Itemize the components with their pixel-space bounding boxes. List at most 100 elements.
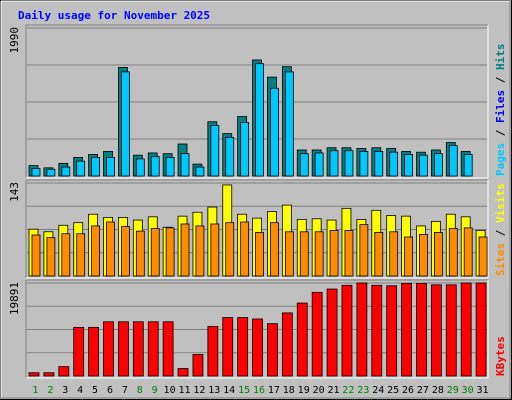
legend-entry: Hits — [494, 44, 507, 71]
bar-hits-files — [61, 166, 71, 177]
day-label: 25 — [387, 385, 399, 396]
bar-visits-sites — [314, 231, 324, 277]
legend-entry: / — [494, 223, 507, 243]
y-max-label: 143 — [8, 182, 21, 202]
day-label: 4 — [77, 385, 83, 396]
bar-visits-sites — [433, 232, 443, 277]
bar-hits-files — [195, 166, 205, 177]
bar-hits-files — [374, 151, 384, 177]
bar-kbytes-kbytes — [252, 318, 263, 377]
chart-panels: 1990 Pages / Files / Hits 143 Sites / Visit… — [8, 24, 507, 379]
bar-kbytes-kbytes — [386, 285, 398, 377]
bar-visits-sites — [165, 227, 175, 277]
bar-kbytes-kbytes — [311, 291, 323, 377]
bar-kbytes-kbytes — [88, 326, 100, 377]
bar-visits-sites — [91, 225, 101, 277]
day-label: 6 — [107, 385, 113, 396]
panel-hits: 1990 Pages / Files / Hits — [8, 24, 507, 179]
bar-visits-sites — [180, 223, 190, 277]
day-label: 20 — [313, 385, 325, 396]
bar-hits-files — [46, 168, 56, 177]
bar-visits-sites — [76, 233, 86, 277]
bar-hits-files — [76, 160, 86, 177]
bar-visits-sites — [210, 223, 220, 277]
bar-kbytes-kbytes — [296, 302, 308, 377]
bar-hits-files — [344, 150, 354, 177]
day-label: 10 — [164, 385, 176, 396]
bar-kbytes-kbytes — [460, 282, 472, 377]
bar-visits-sites — [404, 236, 413, 277]
bar-kbytes-kbytes — [326, 288, 338, 377]
bar-visits-sites — [389, 231, 399, 277]
day-label: 5 — [92, 385, 98, 396]
bar-hits-files — [225, 136, 235, 177]
panel-kbytes: 19891 KBytes — [8, 279, 507, 379]
bar-visits-sites — [374, 232, 384, 277]
day-label: 11 — [178, 385, 190, 396]
day-label: 24 — [372, 385, 384, 396]
bar-kbytes-kbytes — [192, 354, 204, 377]
bar-hits-files — [180, 153, 190, 177]
day-label: 15 — [238, 385, 250, 396]
legend-visits: Sites / Visits — [494, 183, 507, 276]
y-max-label: 19891 — [8, 282, 21, 315]
bar-kbytes-kbytes — [73, 326, 85, 377]
bar-hits-files — [135, 158, 145, 177]
legend-kbytes: KBytes — [494, 336, 507, 376]
bar-visits-sites — [463, 227, 473, 277]
bar-kbytes-kbytes — [103, 321, 114, 377]
bar-kbytes-kbytes — [341, 284, 353, 377]
bar-visits-sites — [270, 222, 279, 277]
day-label: 19 — [298, 385, 310, 396]
bar-hits-files — [433, 153, 443, 177]
bar-kbytes-kbytes — [222, 317, 234, 377]
legend-hits: Pages / Files / Hits — [494, 44, 507, 177]
bar-kbytes-kbytes — [162, 321, 174, 377]
bar-hits-files — [359, 151, 369, 177]
legend-entry: / — [494, 123, 507, 143]
day-label: 29 — [447, 385, 459, 396]
bar-visits-sites — [329, 230, 339, 277]
bar-visits-sites — [359, 224, 369, 277]
bar-kbytes-kbytes — [207, 326, 219, 377]
bar-hits-files — [284, 71, 294, 177]
bar-hits-files — [270, 87, 279, 177]
legend-entry: / — [494, 70, 507, 90]
day-labels: 1 2 3 4 5 6 7 8 9 10 11 12 13 14 15 16 17 18 19 20 21 22 23 24 2… — [32, 385, 488, 396]
day-label: 26 — [402, 385, 414, 396]
y-max-label: 1990 — [8, 27, 21, 54]
bar-kbytes-kbytes — [475, 282, 487, 377]
day-label: 30 — [462, 385, 474, 396]
bar-visits-sites — [344, 230, 354, 277]
bar-kbytes-kbytes — [356, 282, 368, 377]
legend-entry: Files — [494, 90, 507, 123]
bar-visits-sites — [150, 228, 160, 277]
bar-kbytes-kbytes — [430, 284, 442, 377]
bar-kbytes-kbytes — [43, 372, 55, 377]
bar-hits-files — [314, 152, 324, 177]
day-label: 21 — [327, 385, 339, 396]
day-label: 27 — [417, 385, 429, 396]
bar-visits-sites — [61, 233, 71, 277]
bar-hits-files — [121, 71, 130, 177]
day-label: 12 — [193, 385, 205, 396]
bar-hits-files — [404, 154, 413, 177]
bar-hits-files — [255, 63, 264, 177]
bar-hits-files — [165, 157, 175, 177]
bar-visits-sites — [225, 222, 235, 277]
bar-hits-files — [463, 154, 473, 177]
day-label: 1 — [32, 385, 38, 396]
day-label: 14 — [223, 385, 235, 396]
bar-hits-files — [389, 151, 399, 177]
bar-hits-files — [31, 168, 41, 177]
bar-kbytes-kbytes — [177, 368, 189, 377]
bar-hits-files — [299, 153, 309, 177]
day-label: 7 — [122, 385, 128, 396]
bar-visits-sites — [106, 221, 115, 277]
legend-entry: KBytes — [494, 336, 507, 376]
bar-visits-sites — [419, 233, 428, 277]
bar-hits-files — [419, 154, 428, 177]
bar-visits-sites — [284, 231, 294, 277]
bar-kbytes-kbytes — [28, 372, 40, 377]
